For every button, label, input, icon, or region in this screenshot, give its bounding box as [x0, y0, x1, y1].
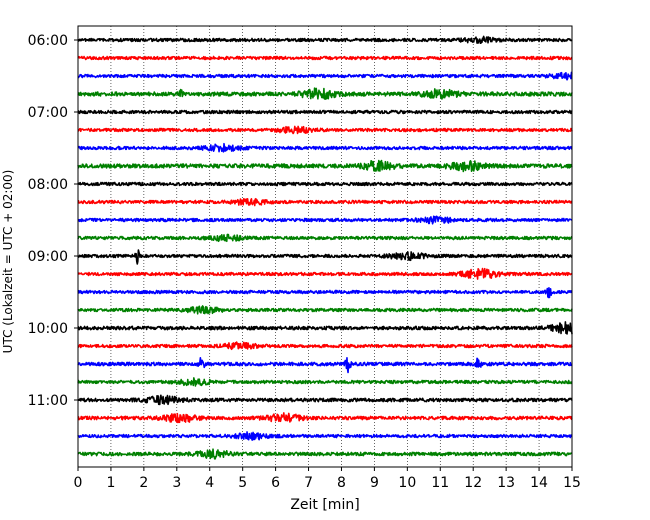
seismic-traces: [77, 35, 573, 460]
x-tick-label: 9: [370, 475, 379, 491]
x-tick-label: 11: [431, 475, 449, 491]
x-tick-label: 0: [74, 475, 83, 491]
x-axis-ticks: 0 1 2 3 4 5 6 7 8 9 10 11 12 13 14 15: [74, 467, 581, 491]
trace-line: [77, 87, 573, 100]
trace-line: [77, 249, 573, 265]
trace-line: [77, 125, 573, 135]
trace-line: [77, 287, 573, 299]
trace-line: [77, 412, 573, 424]
x-tick-label: 4: [205, 475, 214, 491]
x-tick-label: 1: [106, 475, 115, 491]
x-tick-label: 12: [464, 475, 482, 491]
trace-line: [77, 142, 573, 153]
x-tick-label: 14: [530, 475, 548, 491]
trace-line: [77, 377, 573, 387]
trace-line: [77, 431, 573, 441]
y-tick-label: 10:00: [28, 321, 68, 337]
x-axis-label: Zeit [min]: [290, 497, 359, 513]
y-tick-label: 09:00: [28, 249, 68, 265]
trace-line: [77, 356, 573, 374]
trace-line: [77, 181, 573, 187]
trace-line: [77, 267, 573, 280]
plot-frame: [77, 25, 573, 468]
x-tick-label: 13: [497, 475, 515, 491]
trace-line: [77, 55, 573, 61]
y-axis-label: UTC (Lokalzeit = UTC + 02:00): [1, 170, 15, 354]
trace-line: [77, 197, 573, 207]
y-axis-ticks: 06:00 07:00 08:00 09:00 10:00 11:00: [28, 33, 78, 409]
y-tick-label: 11:00: [28, 393, 68, 409]
trace-line: [77, 109, 573, 115]
x-tick-label: 15: [563, 475, 581, 491]
trace-line: [77, 71, 573, 81]
y-tick-label: 07:00: [28, 105, 68, 121]
x-tick-label: 8: [337, 475, 346, 491]
y-tick-label: 06:00: [28, 33, 68, 49]
x-tick-label: 3: [172, 475, 181, 491]
x-tick-label: 7: [304, 475, 313, 491]
trace-line: [77, 394, 573, 406]
trace-line: [77, 305, 573, 315]
trace-line: [77, 321, 573, 335]
x-tick-label: 6: [271, 475, 280, 491]
trace-line: [77, 233, 573, 243]
y-tick-label: 08:00: [28, 177, 68, 193]
trace-line: [77, 341, 573, 351]
x-tick-label: 2: [139, 475, 148, 491]
x-tick-label: 10: [398, 475, 416, 491]
trace-line: [77, 35, 573, 45]
trace-line: [77, 448, 573, 460]
trace-line: [77, 215, 573, 225]
trace-line: [77, 159, 573, 173]
x-tick-label: 5: [238, 475, 247, 491]
